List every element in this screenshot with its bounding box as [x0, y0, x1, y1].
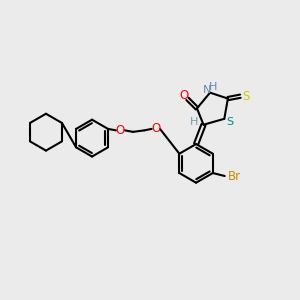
Text: O: O: [179, 89, 188, 102]
Text: O: O: [116, 124, 125, 137]
Text: H: H: [190, 117, 198, 128]
Text: S: S: [226, 117, 233, 128]
Text: H: H: [209, 82, 217, 92]
Text: S: S: [243, 90, 250, 103]
Text: O: O: [152, 122, 161, 135]
Text: Br: Br: [228, 169, 241, 182]
Text: N: N: [203, 85, 211, 95]
